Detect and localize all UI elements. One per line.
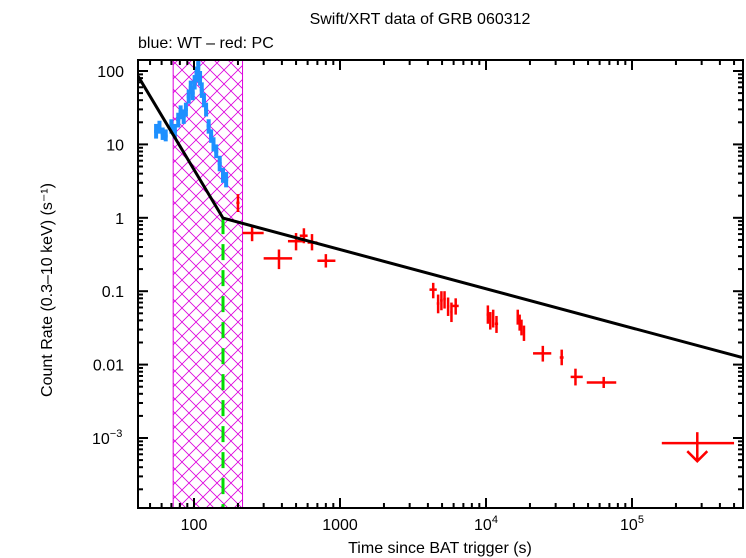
upper-limit-arrow [686, 450, 709, 463]
x-tick-exponent: 5 [638, 514, 644, 526]
chart-subtitle: blue: WT – red: PC [138, 35, 274, 52]
y-tick-label: 100 [97, 64, 124, 81]
x-tick-label: 105 [620, 514, 644, 534]
y-tick-label: 1 [115, 211, 124, 228]
shaded-flare-region [172, 59, 244, 509]
y-tick-label: 0.1 [102, 284, 124, 301]
x-tick-exponent: 4 [492, 514, 498, 526]
y-tick-label: 0.01 [93, 358, 124, 375]
x-tick-label: 104 [474, 514, 498, 534]
y-tick-label: 10 [106, 137, 124, 154]
chart-title: Swift/XRT data of GRB 060312 [310, 11, 531, 28]
x-axis-label: Time since BAT trigger (s) [348, 540, 532, 557]
data-layer [138, 60, 743, 463]
y-axis-label: Count Rate (0.3–10 keV) (s⁻¹) [39, 183, 56, 397]
model-fit-line [138, 75, 743, 359]
y-tick-exponent: −3 [110, 428, 123, 440]
x-tick-label: 100 [181, 517, 208, 534]
x-tick-label: 1000 [322, 517, 358, 534]
plot-frame [137, 59, 744, 509]
y-tick-label: 10−3 [92, 428, 122, 448]
